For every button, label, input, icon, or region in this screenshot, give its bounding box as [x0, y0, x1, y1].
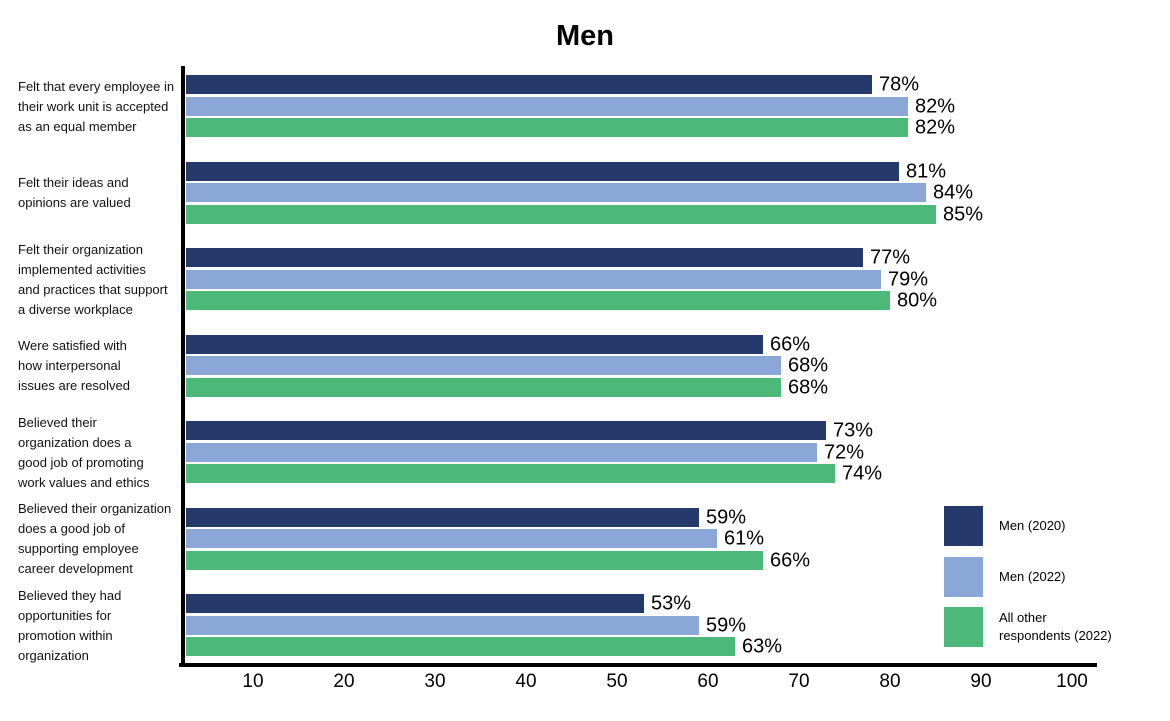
x-axis-line [179, 663, 1097, 667]
bar [186, 637, 735, 656]
value-label: 77% [870, 246, 911, 268]
bar [186, 594, 644, 613]
x-tick-label: 70 [788, 671, 810, 692]
bar [186, 118, 908, 137]
category-label: Felt their ideas and opinions are valued [18, 174, 131, 210]
bar [186, 270, 881, 289]
bar [186, 464, 835, 483]
y-axis-line [181, 66, 185, 667]
legend-swatch [944, 607, 983, 647]
bar [186, 335, 763, 354]
value-label: 85% [943, 203, 984, 225]
legend-label: Men (2022) [999, 569, 1066, 585]
value-label: 78% [879, 73, 920, 95]
value-label: 82% [915, 116, 956, 138]
bar [186, 205, 936, 224]
legend-swatch [944, 557, 983, 597]
x-tick-label: 10 [242, 671, 264, 692]
legend-item: All other respondents (2022) [944, 607, 1112, 647]
value-label: 53% [651, 592, 692, 614]
x-tick-label: 100 [1056, 671, 1088, 692]
value-label: 79% [888, 268, 929, 290]
value-label: 68% [788, 354, 829, 376]
category-label: Believed their organization does a good … [18, 414, 150, 490]
bar [186, 443, 817, 462]
value-label: 81% [906, 160, 947, 182]
legend-label: All other respondents (2022) [999, 610, 1112, 643]
category-label: Felt their organization implemented acti… [18, 241, 168, 317]
value-label: 61% [724, 527, 765, 549]
value-label: 74% [842, 462, 883, 484]
legend-label: Men (2020) [999, 518, 1066, 534]
bar [186, 183, 926, 202]
bar [186, 162, 899, 181]
value-label: 73% [833, 419, 874, 441]
value-label: 82% [915, 95, 956, 117]
x-tick-label: 20 [333, 671, 355, 692]
chart-title: Men [556, 20, 614, 52]
bar [186, 616, 699, 635]
value-label: 63% [742, 635, 783, 657]
bar [186, 551, 763, 570]
value-label: 66% [770, 333, 811, 355]
x-tick-label: 90 [970, 671, 992, 692]
value-label: 72% [824, 441, 865, 463]
bar [186, 508, 699, 527]
bar [186, 97, 908, 116]
value-label: 80% [897, 289, 938, 311]
value-label: 84% [933, 181, 974, 203]
bar [186, 421, 826, 440]
legend-swatch [944, 506, 983, 546]
x-tick-label: 80 [879, 671, 901, 692]
value-label: 68% [788, 376, 829, 398]
bar [186, 356, 781, 375]
legend-item: Men (2022) [944, 557, 1065, 597]
x-tick-label: 30 [424, 671, 446, 692]
value-label: 59% [706, 506, 747, 528]
category-label: Believed they had opportunities for prom… [18, 587, 122, 663]
x-tick-label: 60 [697, 671, 719, 692]
legend-item: Men (2020) [944, 506, 1065, 546]
x-tick-label: 50 [606, 671, 628, 692]
bar [186, 291, 890, 310]
bar [186, 75, 872, 94]
bar [186, 529, 717, 548]
category-label: Believed their organization does a good … [18, 500, 172, 577]
value-label: 59% [706, 614, 747, 636]
value-label: 66% [770, 549, 811, 571]
x-tick-label: 40 [515, 671, 537, 692]
bar [186, 378, 781, 397]
category-label: Felt that every employee in their work u… [18, 78, 175, 134]
category-label: Were satisfied with how interpersonal is… [18, 337, 130, 394]
bar [186, 248, 863, 267]
